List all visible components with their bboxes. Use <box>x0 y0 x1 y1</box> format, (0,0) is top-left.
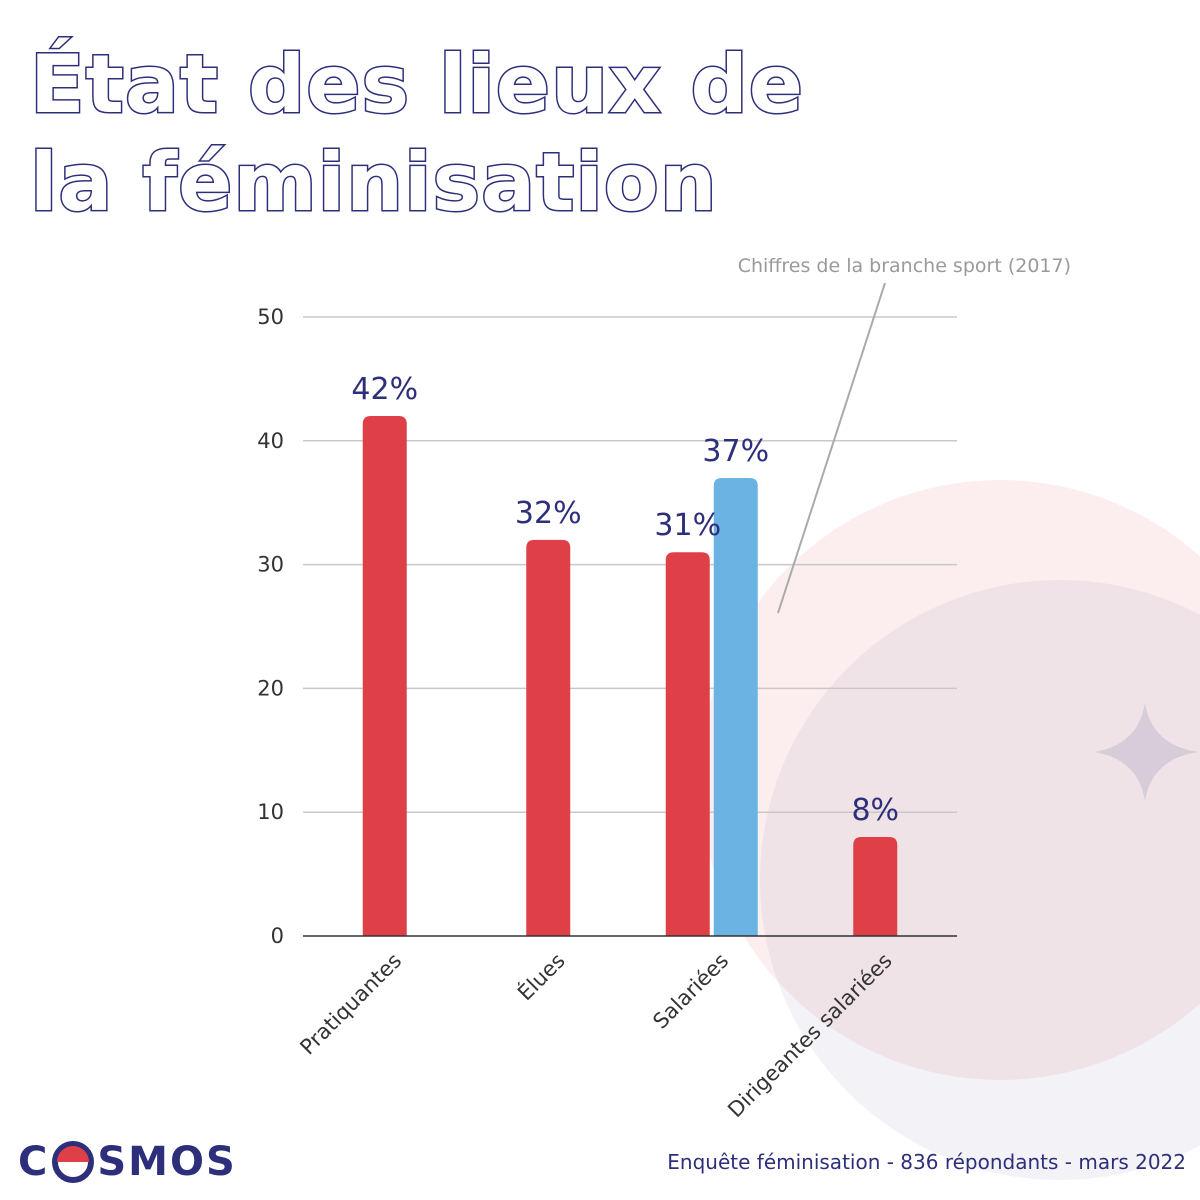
bar-elues-series-1 <box>526 539 571 936</box>
y-tick-label-10: 10 <box>257 800 284 824</box>
y-tick-label-20: 20 <box>257 676 284 700</box>
logo-text-left: C <box>18 1139 50 1185</box>
page-title: État des lieux de la féminisation <box>29 37 805 231</box>
cosmos-logo: C SMOS <box>18 1138 237 1186</box>
data-label-salariees-series-1: 31% <box>654 508 721 543</box>
bars <box>362 416 898 936</box>
y-tick-label-40: 40 <box>257 429 284 453</box>
logo-planet-icon <box>52 1141 95 1183</box>
bar-salariees-series-2 <box>713 477 758 936</box>
logo-text-right: SMOS <box>97 1139 237 1185</box>
source-note: Enquête féminisation - 836 répondants - … <box>667 1150 1186 1174</box>
data-label-pratiquantes-series-1: 42% <box>351 372 418 407</box>
category-label-dirigeantes-salariees: Dirigeantes salariées <box>723 949 897 1123</box>
category-label-elues: Élues <box>512 948 569 1005</box>
grid-lines <box>303 316 957 813</box>
annotation-label: Chiffres de la branche sport (2017) <box>738 255 1071 277</box>
bar-pratiquantes-series-1 <box>362 416 407 936</box>
y-axis-ticks: 0 10 20 30 40 50 <box>257 305 284 948</box>
y-tick-label-0: 0 <box>271 924 284 948</box>
bar-dirigeantes-salariees-series-1 <box>853 836 898 936</box>
category-label-pratiquantes: Pratiquantes <box>295 949 406 1060</box>
y-tick-label-50: 50 <box>257 305 284 329</box>
decor-star-icon <box>1094 703 1198 801</box>
y-tick-label-30: 30 <box>257 553 284 577</box>
annotation-pointer-line <box>777 282 886 614</box>
data-label-salariees-series-2: 37% <box>702 434 769 469</box>
category-label-salariees: Salariées <box>648 949 733 1034</box>
data-label-elues-series-1: 32% <box>515 496 582 531</box>
decor-circle-blue <box>760 580 1200 1180</box>
decor-circle-pink <box>700 480 1200 1080</box>
data-labels: 42% 32% 31% 37% 8% <box>351 372 899 828</box>
data-label-dirigeantes-salariees-series-1: 8% <box>851 793 899 828</box>
bar-salariees-series-1 <box>665 552 710 936</box>
